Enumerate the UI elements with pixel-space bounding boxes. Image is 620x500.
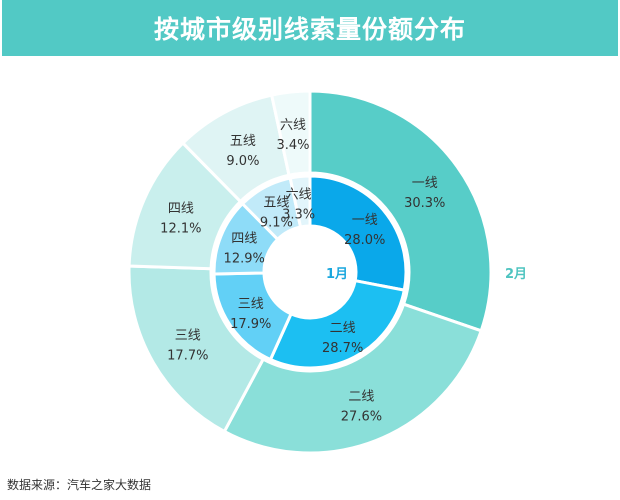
title-bar: 按城市级别线索量份额分布 [2, 0, 618, 56]
slice-category-label: 四线 [231, 231, 257, 246]
slice-value-label: 28.0% [344, 233, 385, 248]
slice-value-label: 17.9% [230, 317, 271, 332]
slice-value-label: 3.3% [282, 207, 315, 222]
slice-inner-1 [268, 278, 407, 370]
slice-value-label: 9.1% [260, 215, 293, 230]
slice-category-label: 四线 [168, 201, 194, 216]
outer-series-label: 2月 [505, 267, 527, 282]
slice-category-label: 二线 [348, 389, 374, 404]
slice-value-label: 12.1% [160, 221, 201, 236]
slice-inner-0 [308, 174, 408, 292]
slice-inner-5 [288, 174, 312, 229]
slice-outer-5 [269, 89, 312, 178]
data-source-note: 数据来源：汽车之家大数据 [7, 478, 152, 492]
chart-title: 按城市级别线索量份额分布 [153, 15, 466, 44]
slice-category-label: 一线 [352, 213, 378, 228]
slice-category-label: 三线 [238, 297, 264, 312]
slice-outer-1 [222, 302, 484, 455]
nested-donut-chart: 一线 28.0% 二线 28.7% 三线 17.9% 四线 12.9% 五线 9.1% 六线 3.3%… [127, 89, 527, 455]
slice-category-label: 五线 [263, 195, 289, 210]
slice-category-label: 六线 [280, 118, 306, 133]
slice-value-label: 30.3% [404, 196, 445, 211]
slice-value-label: 27.6% [341, 409, 382, 424]
slice-outer-0 [308, 89, 493, 333]
slice-category-label: 一线 [412, 176, 438, 191]
slice-category-label: 六线 [286, 187, 312, 202]
slice-category-label: 二线 [330, 321, 356, 336]
slice-value-label: 17.7% [167, 348, 208, 363]
slice-value-label: 3.4% [276, 138, 309, 153]
slice-value-label: 9.0% [226, 154, 259, 169]
slice-category-label: 五线 [230, 134, 256, 149]
inner-series-label: 1月 [326, 267, 348, 282]
slice-value-label: 12.9% [224, 251, 265, 266]
slice-category-label: 三线 [175, 328, 201, 343]
chart-area: 一线 28.0% 二线 28.7% 三线 17.9% 四线 12.9% 五线 9.1% 六线 3.3%… [0, 56, 620, 466]
slice-value-label: 28.7% [322, 341, 363, 356]
